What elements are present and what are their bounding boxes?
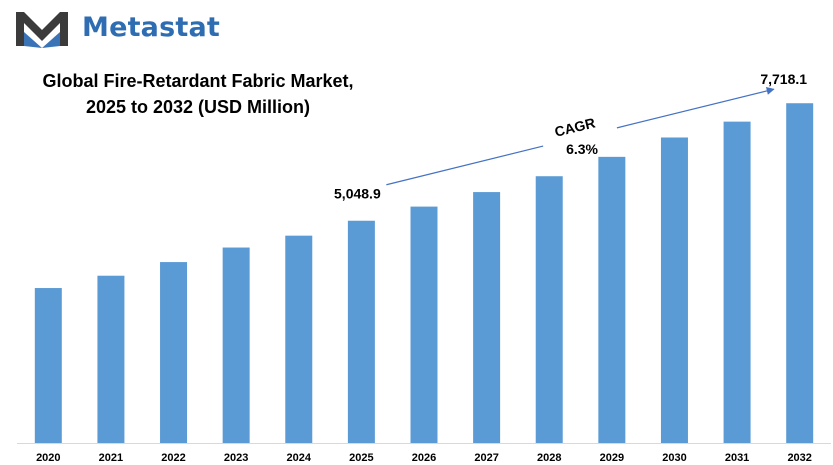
bar-2032	[786, 103, 814, 444]
x-tick-label-2030: 2030	[662, 452, 686, 464]
bar-2021	[97, 275, 125, 443]
cagr-arrow-right	[616, 87, 775, 129]
cagr-arrow-left	[386, 145, 544, 186]
chart-title: Global Fire-Retardant Fabric Market, 202…	[18, 68, 378, 120]
bar-2027	[473, 192, 501, 443]
brand-logo: Metastat	[14, 8, 244, 50]
bar-2025	[347, 220, 375, 443]
brand-name: Metastat	[82, 12, 221, 43]
bar-2023	[222, 247, 250, 443]
x-tick-label-2026: 2026	[412, 452, 436, 464]
x-tick-label-2022: 2022	[161, 452, 185, 464]
bar-2024	[285, 235, 313, 443]
x-tick-label-2025: 2025	[349, 452, 373, 464]
bar-2031	[723, 121, 751, 443]
cagr-value: 6.3%	[566, 141, 598, 157]
bars-layer	[34, 103, 814, 444]
x-tick-label-2032: 2032	[787, 452, 811, 464]
cagr-label: CAGR	[553, 114, 597, 139]
chart-title-line-1: Global Fire-Retardant Fabric Market,	[42, 71, 354, 91]
bar-2030	[660, 137, 688, 443]
x-tick-label-2023: 2023	[224, 452, 248, 464]
x-tick-label-2020: 2020	[36, 452, 60, 464]
x-tick-label-2027: 2027	[474, 452, 498, 464]
x-tick-label-2028: 2028	[537, 452, 561, 464]
bar-2020	[34, 288, 62, 443]
x-tick-label-2024: 2024	[287, 452, 312, 464]
x-tick-labels: 2020 2021 2022 2023 2024 2025 2026 2027 2028 2029…	[36, 452, 812, 464]
start-value-label: 5,048.9	[334, 186, 381, 202]
x-tick-label-2021: 2021	[99, 452, 123, 464]
bar-2029	[598, 156, 626, 443]
bar-2028	[535, 176, 563, 443]
x-tick-label-2029: 2029	[600, 452, 624, 464]
metastat-m-logo-icon	[16, 12, 68, 48]
bar-2026	[410, 206, 438, 443]
bar-2022	[160, 262, 188, 443]
chart-title-line-2: 2025 to 2032 (USD Million)	[85, 97, 311, 117]
end-value-label: 7,718.1	[760, 71, 807, 87]
x-tick-label-2031: 2031	[725, 452, 749, 464]
